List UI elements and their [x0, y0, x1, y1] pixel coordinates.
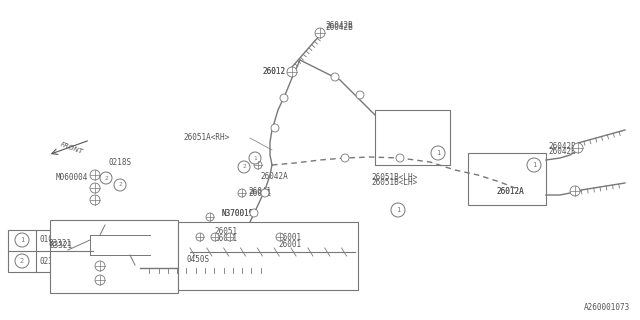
Circle shape	[90, 183, 100, 193]
Circle shape	[356, 91, 364, 99]
Circle shape	[331, 73, 339, 81]
Circle shape	[90, 170, 100, 180]
Circle shape	[341, 154, 349, 162]
Circle shape	[527, 158, 541, 172]
Text: N370019: N370019	[222, 209, 254, 218]
Text: 26042B: 26042B	[548, 142, 576, 151]
Text: 1: 1	[253, 156, 257, 161]
Text: 26012: 26012	[263, 68, 286, 76]
Text: 2: 2	[242, 164, 246, 170]
Circle shape	[391, 203, 405, 217]
Text: 2: 2	[20, 258, 24, 264]
Circle shape	[95, 275, 105, 285]
Text: N370019: N370019	[222, 209, 254, 218]
Text: 26012A: 26012A	[496, 187, 524, 196]
Text: 1: 1	[396, 207, 400, 213]
Text: FRONT: FRONT	[60, 141, 84, 155]
Text: 26051: 26051	[214, 234, 237, 243]
Circle shape	[261, 189, 269, 197]
Bar	[468, 153, 546, 205]
Circle shape	[254, 161, 262, 169]
Text: 26042B: 26042B	[325, 23, 353, 33]
Text: 2: 2	[118, 182, 122, 188]
Circle shape	[238, 189, 246, 197]
Text: 2: 2	[104, 175, 108, 180]
Text: 26012: 26012	[263, 68, 286, 76]
Text: 0238S: 0238S	[40, 257, 63, 266]
Text: M060004: M060004	[56, 173, 88, 182]
Text: A260001073: A260001073	[584, 303, 630, 312]
Circle shape	[271, 124, 279, 132]
Circle shape	[15, 254, 29, 268]
Circle shape	[280, 94, 288, 102]
Text: 0450S: 0450S	[188, 278, 212, 287]
Text: 1: 1	[436, 150, 440, 156]
Circle shape	[315, 28, 325, 38]
Circle shape	[206, 213, 214, 221]
Circle shape	[396, 154, 404, 162]
Bar	[8, 230, 93, 272]
Text: 0218S: 0218S	[108, 158, 132, 167]
Text: 83321: 83321	[49, 239, 72, 248]
Circle shape	[570, 186, 580, 196]
Circle shape	[276, 233, 284, 241]
Text: 1: 1	[532, 162, 536, 168]
Circle shape	[226, 233, 234, 241]
Text: 26001: 26001	[278, 234, 301, 243]
Text: 26042B: 26042B	[325, 20, 353, 29]
Circle shape	[431, 146, 445, 160]
Text: 26051B<LH>: 26051B<LH>	[371, 173, 417, 182]
Circle shape	[95, 261, 105, 271]
Text: 26042A: 26042A	[260, 172, 288, 181]
Circle shape	[211, 233, 219, 241]
Text: 83321: 83321	[49, 241, 72, 250]
Bar	[178, 222, 358, 290]
Text: 0101S: 0101S	[40, 236, 63, 244]
Text: 26042B: 26042B	[548, 147, 576, 156]
Bar	[50, 220, 178, 293]
Text: 0450S: 0450S	[186, 255, 209, 265]
Circle shape	[100, 172, 112, 184]
Circle shape	[573, 143, 583, 153]
Circle shape	[15, 233, 29, 247]
Circle shape	[250, 209, 258, 217]
Text: 26051B<LH>: 26051B<LH>	[371, 178, 417, 187]
Circle shape	[287, 67, 297, 77]
Circle shape	[114, 179, 126, 191]
Text: 26041: 26041	[248, 188, 271, 196]
Circle shape	[238, 161, 250, 173]
Text: 26051: 26051	[214, 227, 237, 236]
Text: 1: 1	[20, 237, 24, 243]
Text: 26012A: 26012A	[496, 187, 524, 196]
Text: 26041: 26041	[248, 188, 271, 197]
Text: 26001: 26001	[278, 240, 301, 249]
Circle shape	[249, 152, 261, 164]
Circle shape	[90, 195, 100, 205]
Bar	[375, 110, 450, 165]
Circle shape	[196, 233, 204, 241]
Text: 26051A<RH>: 26051A<RH>	[183, 133, 229, 142]
